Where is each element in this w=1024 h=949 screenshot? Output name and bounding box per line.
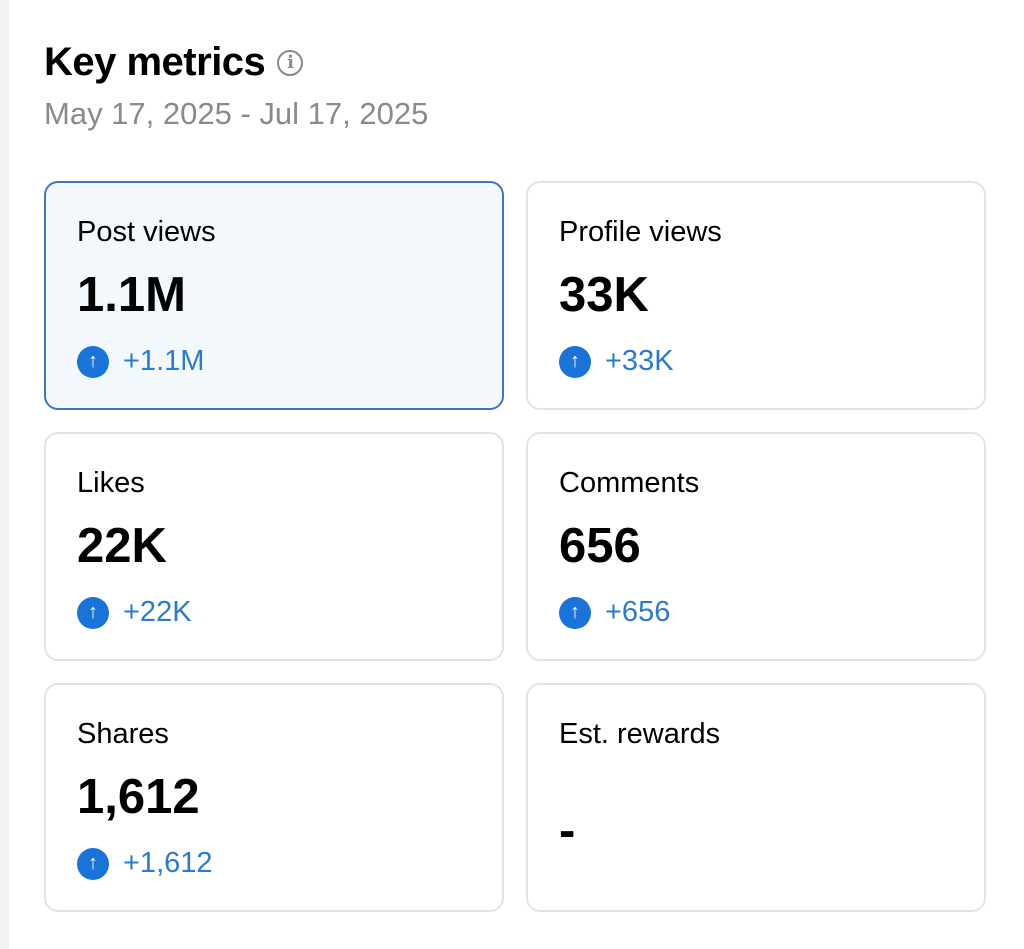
metric-delta: ↑ +22K bbox=[77, 596, 192, 629]
metric-value: 33K bbox=[559, 268, 649, 322]
metric-label: Profile views bbox=[559, 216, 722, 248]
delta-text: +22K bbox=[123, 596, 192, 628]
metric-value: - bbox=[559, 804, 576, 858]
arrow-up-icon: ↑ bbox=[77, 596, 109, 629]
arrow-up-icon: ↑ bbox=[559, 596, 591, 629]
left-edge bbox=[0, 0, 9, 949]
arrow-up-icon: ↑ bbox=[77, 345, 109, 378]
metric-delta: ↑ +33K bbox=[559, 345, 674, 378]
info-icon[interactable]: i bbox=[277, 49, 304, 76]
date-range: May 17, 2025 - Jul 17, 2025 bbox=[44, 96, 429, 131]
metric-card-shares[interactable]: Shares 1,612 ↑ +1,612 bbox=[44, 683, 504, 912]
metric-label: Post views bbox=[77, 216, 216, 248]
metric-card-profile-views[interactable]: Profile views 33K ↑ +33K bbox=[526, 181, 986, 410]
metric-label: Comments bbox=[559, 467, 700, 499]
metric-value: 1,612 bbox=[77, 770, 200, 824]
title-text: Key metrics bbox=[44, 40, 266, 84]
arrow-up-icon: ↑ bbox=[77, 847, 109, 880]
metric-delta: ↑ +1,612 bbox=[77, 847, 213, 880]
metric-card-est-rewards[interactable]: Est. rewards - bbox=[526, 683, 986, 912]
metric-delta: ↑ +656 bbox=[559, 596, 670, 629]
delta-text: +1,612 bbox=[123, 847, 213, 879]
delta-text: +33K bbox=[605, 345, 674, 377]
metric-card-comments[interactable]: Comments 656 ↑ +656 bbox=[526, 432, 986, 661]
metric-label: Likes bbox=[77, 467, 145, 499]
metric-value: 656 bbox=[559, 519, 641, 573]
metric-label: Est. rewards bbox=[559, 718, 721, 750]
delta-text: +1.1M bbox=[123, 345, 205, 377]
metric-delta: ↑ +1.1M bbox=[77, 345, 204, 378]
metric-label: Shares bbox=[77, 718, 169, 750]
page-title: Key metrics i bbox=[44, 40, 304, 85]
metric-value: 1.1M bbox=[77, 268, 186, 322]
metric-card-likes[interactable]: Likes 22K ↑ +22K bbox=[44, 432, 504, 661]
delta-text: +656 bbox=[605, 596, 671, 628]
arrow-up-icon: ↑ bbox=[559, 345, 591, 378]
metric-card-post-views[interactable]: Post views 1.1M ↑ +1.1M bbox=[44, 181, 504, 410]
metric-value: 22K bbox=[77, 519, 167, 573]
